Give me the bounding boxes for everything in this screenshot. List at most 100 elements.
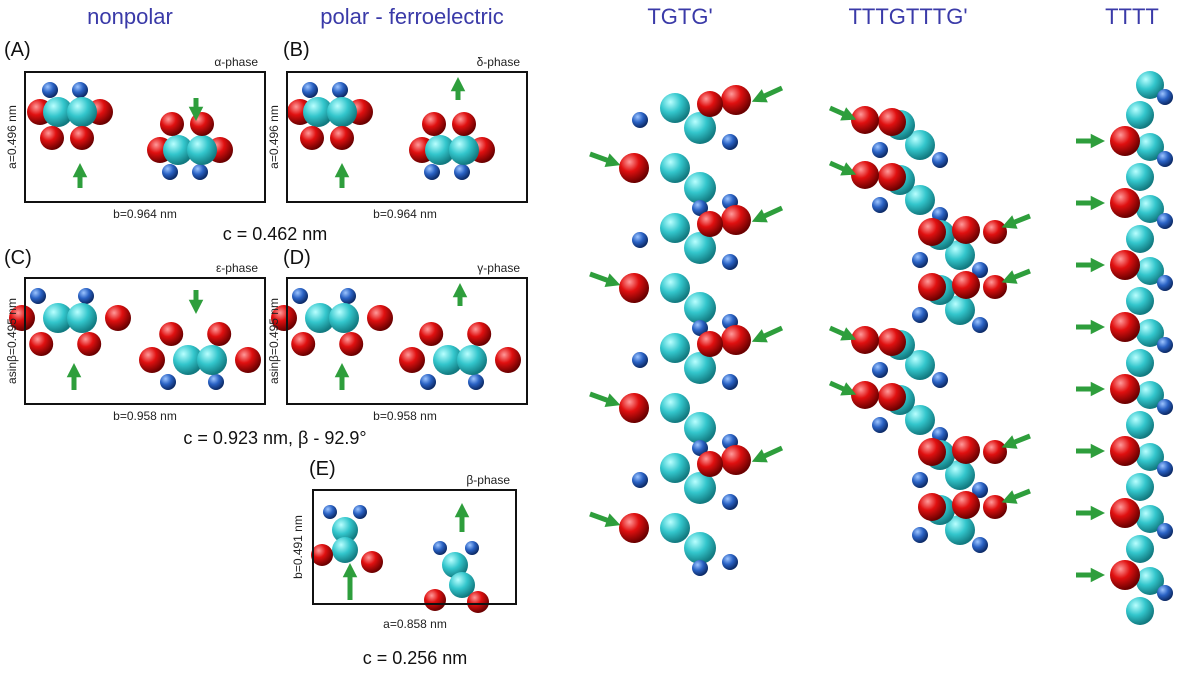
atom: [697, 451, 723, 477]
atom: [42, 82, 58, 98]
atom: [684, 532, 716, 564]
atom: [912, 307, 928, 323]
atom: [300, 126, 324, 150]
chain-label: TTTGTTTG': [848, 4, 967, 29]
arrow-head: [455, 503, 470, 517]
atom: [697, 211, 723, 237]
atom: [872, 142, 888, 158]
atom: [78, 288, 94, 304]
atom: [722, 254, 738, 270]
arrow-head: [1091, 444, 1105, 459]
atom: [684, 412, 716, 444]
atom: [697, 91, 723, 117]
atom: [1110, 374, 1140, 404]
bottom-label: b=0.964 nm: [373, 207, 437, 221]
caption: c = 0.256 nm: [363, 648, 468, 668]
atom: [1110, 498, 1140, 528]
arrow-head: [1091, 320, 1105, 335]
atom: [619, 153, 649, 183]
atom: [160, 374, 176, 390]
atom: [918, 273, 946, 301]
atom: [29, 332, 53, 356]
atom: [912, 252, 928, 268]
panel-box: [287, 278, 527, 404]
atom: [139, 347, 165, 373]
atom: [918, 438, 946, 466]
atom: [1110, 126, 1140, 156]
atom: [72, 82, 88, 98]
phase-label: ε-phase: [216, 261, 258, 275]
atom: [878, 328, 906, 356]
atom: [1157, 89, 1173, 105]
arrow-head: [1091, 196, 1105, 211]
atom: [983, 495, 1007, 519]
atom: [660, 333, 690, 363]
atom: [1157, 461, 1173, 477]
bottom-label: b=0.964 nm: [113, 207, 177, 221]
atom: [952, 436, 980, 464]
side-label: asinβ=0.495 nm: [5, 298, 19, 384]
atom: [332, 82, 348, 98]
atom: [332, 537, 358, 563]
atom: [918, 218, 946, 246]
arrow-head: [453, 283, 468, 297]
phase-label: δ-phase: [477, 55, 521, 69]
atom: [660, 153, 690, 183]
atom: [311, 544, 333, 566]
atom: [660, 393, 690, 423]
atom: [1157, 151, 1173, 167]
atom: [878, 163, 906, 191]
atom: [1110, 312, 1140, 342]
atom: [457, 345, 487, 375]
atom: [207, 322, 231, 346]
atom: [208, 374, 224, 390]
atom: [197, 345, 227, 375]
chain-label: TTTT: [1105, 4, 1159, 29]
atom: [353, 505, 367, 519]
atom: [192, 164, 208, 180]
arrow-head: [1091, 506, 1105, 521]
atom: [851, 326, 879, 354]
bottom-label: b=0.958 nm: [113, 409, 177, 423]
arrow-head: [1091, 382, 1105, 397]
atom: [872, 197, 888, 213]
atom: [972, 537, 988, 553]
atom: [1157, 585, 1173, 601]
atom: [952, 271, 980, 299]
phase-label: α-phase: [214, 55, 258, 69]
atom: [692, 560, 708, 576]
atom: [67, 97, 97, 127]
atom: [983, 440, 1007, 464]
atom: [851, 381, 879, 409]
atom: [851, 161, 879, 189]
atom: [160, 112, 184, 136]
atom: [972, 317, 988, 333]
atom: [1110, 436, 1140, 466]
atom: [449, 135, 479, 165]
header: nonpolar: [87, 4, 173, 29]
atom: [721, 85, 751, 115]
atom: [367, 305, 393, 331]
header: polar - ferroelectric: [320, 4, 503, 29]
phase-label: γ-phase: [477, 261, 520, 275]
atom: [323, 505, 337, 519]
atom: [872, 362, 888, 378]
side-label: a=0.496 nm: [5, 105, 19, 169]
arrow-head: [1091, 258, 1105, 273]
atom: [1126, 163, 1154, 191]
atom: [660, 213, 690, 243]
atom: [1126, 287, 1154, 315]
atom: [722, 374, 738, 390]
atom: [292, 288, 308, 304]
atom: [465, 541, 479, 555]
atom: [1126, 535, 1154, 563]
atom: [424, 589, 446, 611]
panel-label: (A): [4, 39, 31, 61]
arrow-head: [73, 163, 88, 177]
atom: [912, 527, 928, 543]
atom: [632, 472, 648, 488]
atom: [162, 164, 178, 180]
atom: [302, 82, 318, 98]
atom: [1126, 101, 1154, 129]
atom: [452, 112, 476, 136]
